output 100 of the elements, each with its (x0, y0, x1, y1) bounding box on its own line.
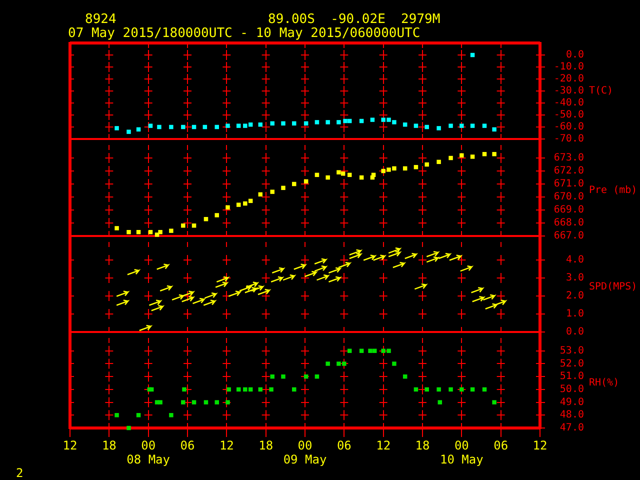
point (436, 126, 441, 130)
x-tick-label: 12 (219, 438, 234, 452)
point (460, 387, 464, 392)
y-tick-label: 0.0 (566, 50, 584, 61)
y-tick-label: 52.0 (560, 358, 584, 370)
x-tick-label: 00 08 May (126, 438, 170, 467)
y-tick-label: 4.0 (566, 254, 584, 266)
point (326, 120, 330, 124)
point (236, 124, 241, 128)
point (448, 387, 453, 392)
y-tick-label: 47.0 (560, 422, 584, 434)
point (336, 120, 341, 124)
point (281, 186, 286, 190)
point (169, 124, 174, 130)
point (182, 387, 186, 392)
y-tick-label: 53.0 (560, 345, 584, 356)
y-tick-label: 0.0 (566, 326, 584, 338)
point (386, 348, 391, 353)
point (482, 124, 487, 128)
y-tick-label: 51.0 (560, 371, 584, 382)
y-tick-label: 673.0 (554, 152, 584, 164)
point (470, 124, 475, 128)
point (192, 400, 196, 404)
y-tick-label: 669.0 (554, 204, 584, 216)
y-axis-title: SPD(MPS) (589, 282, 638, 293)
point (281, 121, 286, 126)
point (181, 223, 186, 228)
y-tick-label: 1.0 (566, 308, 584, 320)
point (136, 413, 141, 418)
point (336, 170, 341, 174)
point (114, 413, 119, 418)
y-tick-label: -10.0 (554, 62, 584, 73)
point (226, 387, 231, 392)
y-tick-label: 670.0 (554, 192, 584, 203)
point (336, 362, 341, 366)
point (154, 232, 160, 237)
point (114, 226, 119, 230)
point (424, 162, 429, 167)
point (214, 400, 219, 404)
point (270, 190, 274, 194)
y-tick-label: 668.0 (554, 218, 584, 229)
y-axis-title: Pre (mb) (589, 185, 638, 196)
x-tick-label: 12 (62, 438, 78, 452)
point (126, 230, 131, 234)
point (424, 387, 429, 392)
y-tick-label: -50.0 (554, 110, 584, 121)
point (492, 400, 496, 404)
point (204, 400, 208, 404)
point (169, 413, 174, 418)
point (243, 387, 248, 392)
point (460, 124, 464, 128)
text: 89.00S -90.02E 2979M (268, 12, 440, 27)
point (436, 387, 441, 392)
point (281, 374, 286, 379)
point (181, 400, 186, 404)
y-tick-label: -30.0 (554, 86, 584, 97)
point (381, 118, 386, 122)
point (392, 166, 396, 171)
y-tick-label: 667.0 (554, 230, 584, 242)
point (243, 124, 248, 128)
y-axis-title: RH(%) (589, 378, 620, 389)
point (148, 124, 153, 128)
point (436, 160, 441, 164)
y-tick-label: 671.0 (554, 178, 584, 190)
point (243, 201, 248, 206)
point (270, 374, 274, 379)
point (114, 126, 119, 130)
point (226, 400, 230, 404)
point (414, 124, 418, 128)
y-tick-label: 48.0 (560, 410, 584, 421)
point (236, 202, 241, 207)
point (372, 348, 377, 353)
point (214, 213, 219, 218)
point (370, 118, 375, 122)
x-tick-label: 06 (180, 438, 195, 452)
y-tick-label: -60.0 (554, 122, 584, 133)
chart-subtitle: 07 May 2015/180000UTC - 10 May 2015/060000UTC (68, 26, 420, 41)
point (158, 230, 162, 234)
point (343, 118, 348, 124)
point (314, 120, 320, 124)
point (448, 156, 453, 160)
point (347, 348, 352, 353)
point (169, 228, 174, 233)
point (381, 348, 386, 353)
x-tick-label: 12 (376, 438, 391, 452)
point (392, 120, 396, 124)
point (226, 124, 230, 128)
y-axis-title: T(C) (589, 86, 614, 97)
y-tick-label: 49.0 (560, 396, 584, 408)
y-tick-label: 2.0 (566, 290, 584, 302)
x-tick-label: 06 (494, 438, 508, 452)
x-tick-label: 00 09 May (283, 438, 327, 467)
point (492, 127, 496, 132)
point (386, 118, 391, 122)
point (269, 387, 274, 392)
point (386, 168, 391, 172)
x-tick-label: 18 (102, 438, 116, 452)
y-tick-label: -70.0 (554, 134, 584, 145)
point (236, 387, 241, 392)
point (438, 400, 442, 404)
